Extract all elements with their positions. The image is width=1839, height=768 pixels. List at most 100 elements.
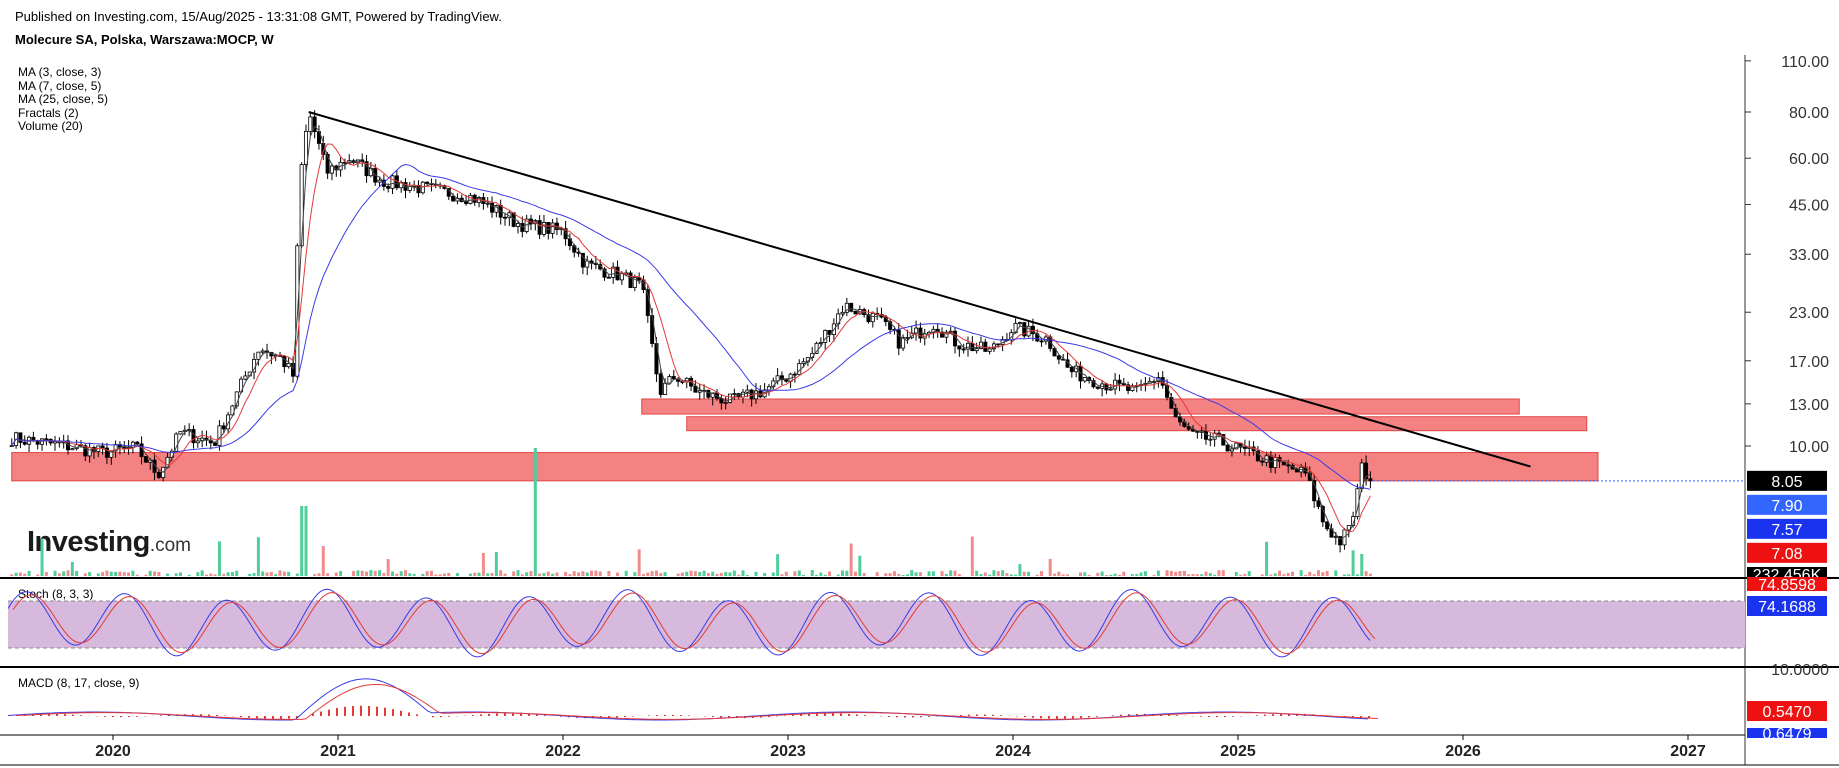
macd-histogram-bar: [416, 714, 418, 716]
candle-body: [1108, 388, 1113, 391]
candle-body: [516, 223, 521, 227]
macd-histogram-bar: [168, 714, 170, 716]
candle-body: [9, 445, 14, 447]
stoch-badge-0-bg: [1747, 577, 1827, 591]
volume-bar: [1325, 571, 1329, 576]
volume-bar: [901, 574, 905, 576]
price-badges: 8.057.907.577.08232.456K74.859874.16880.…: [1747, 470, 1827, 743]
volume-bar: [581, 571, 585, 576]
volume-bar: [179, 572, 182, 576]
macd-histogram-bar: [1168, 714, 1170, 716]
macd-label[interactable]: MACD (8, 17, close, 9): [18, 676, 140, 690]
macd-histogram-bar: [760, 716, 762, 718]
macd-histogram-bar: [376, 706, 378, 716]
volume-bar: [529, 571, 533, 576]
volume-bar: [784, 571, 788, 576]
volume-bar: [538, 573, 542, 576]
candle-body: [269, 351, 274, 357]
macd-histogram-bar: [1024, 716, 1026, 718]
volume-bar: [395, 573, 399, 576]
y-tick-label: 110.00: [1781, 54, 1829, 71]
indicator-volume[interactable]: Volume (20): [18, 119, 83, 133]
indicator-fractals[interactable]: Fractals (2): [18, 105, 79, 120]
candle-body: [425, 181, 430, 184]
candle-body: [667, 376, 672, 384]
macd-histogram-bar: [808, 713, 810, 716]
volume-bar: [1165, 570, 1169, 576]
volume-bar: [992, 570, 996, 576]
macd-histogram-bar: [504, 713, 506, 716]
volume-bar: [1096, 572, 1100, 576]
volume-bar: [473, 572, 477, 576]
investing-logo: Investing.com: [27, 526, 191, 559]
volume-bar: [378, 570, 382, 576]
volume-bar: [204, 574, 208, 576]
volume-bar: [551, 573, 555, 576]
volume-bar: [892, 571, 896, 576]
logo-suffix: .com: [149, 535, 191, 556]
candle-body: [784, 379, 789, 382]
volume-bar: [287, 571, 291, 576]
candle-body: [541, 222, 546, 235]
x-tick-label: 2022: [545, 743, 581, 760]
y-tick-label: 60.00: [1789, 151, 1829, 168]
candle-body: [464, 201, 469, 204]
candle-body: [745, 389, 750, 393]
indicator-ma-25[interactable]: MA (25, close, 5): [18, 92, 109, 106]
macd-histogram-bar: [248, 716, 250, 718]
candle-body: [1333, 536, 1338, 538]
macd-histogram-bar: [48, 713, 50, 716]
macd-histogram-bar: [1056, 716, 1058, 719]
volume-bar: [858, 555, 862, 576]
macd-histogram-bar: [240, 716, 242, 718]
volume-bar: [226, 572, 230, 576]
candle-body: [628, 272, 633, 288]
macd-histogram-bar: [856, 714, 858, 716]
candle-body: [1117, 379, 1122, 384]
volume-bar: [252, 573, 256, 576]
indicator-ma-3[interactable]: MA (3, close, 3): [18, 65, 102, 79]
x-tick-label: 2024: [995, 743, 1031, 760]
candle-body: [619, 273, 624, 281]
price-badge-2-bg: [1747, 518, 1827, 539]
candle-body: [779, 375, 784, 381]
candle-body: [823, 330, 828, 343]
macd-histogram-bar: [384, 707, 386, 716]
volume-bar: [797, 570, 801, 576]
macd-histogram-bar: [256, 716, 258, 719]
volume-bar: [732, 570, 736, 576]
volume-bar: [317, 573, 321, 576]
volume-bar: [153, 571, 157, 576]
macd-histogram-bar: [1272, 714, 1274, 716]
macd-histogram-bar: [1208, 716, 1210, 717]
candle-body: [1091, 380, 1096, 388]
candle-body: [978, 341, 983, 350]
trendline[interactable]: [308, 111, 1745, 482]
volume-bar: [486, 573, 490, 576]
candle-body: [100, 445, 105, 449]
candle-body: [325, 153, 330, 174]
volume-bar: [1178, 571, 1182, 576]
volume-bar: [412, 573, 416, 576]
volume-bar: [499, 570, 503, 576]
volume-bar: [724, 572, 728, 576]
indicator-ma-7[interactable]: MA (7, close, 5): [18, 78, 102, 93]
volume-bar: [265, 572, 269, 576]
candle-body: [1052, 348, 1057, 357]
price-badge-0-bg: [1747, 470, 1827, 491]
volume-bar: [408, 573, 412, 576]
volume-bar: [503, 573, 507, 576]
candle-body: [1255, 450, 1260, 462]
macd-histogram-bar: [632, 716, 634, 717]
y-tick-label: 80.00: [1789, 105, 1829, 122]
macd-histogram-bar: [1120, 714, 1122, 716]
candle-body: [814, 342, 819, 354]
volume-bar: [884, 573, 888, 576]
candle-body: [1364, 462, 1369, 480]
volume-bar: [940, 571, 944, 576]
candle-body: [1225, 444, 1230, 452]
volume-bar: [685, 571, 689, 576]
volume-bar: [659, 573, 663, 576]
volume-bar: [230, 571, 234, 576]
